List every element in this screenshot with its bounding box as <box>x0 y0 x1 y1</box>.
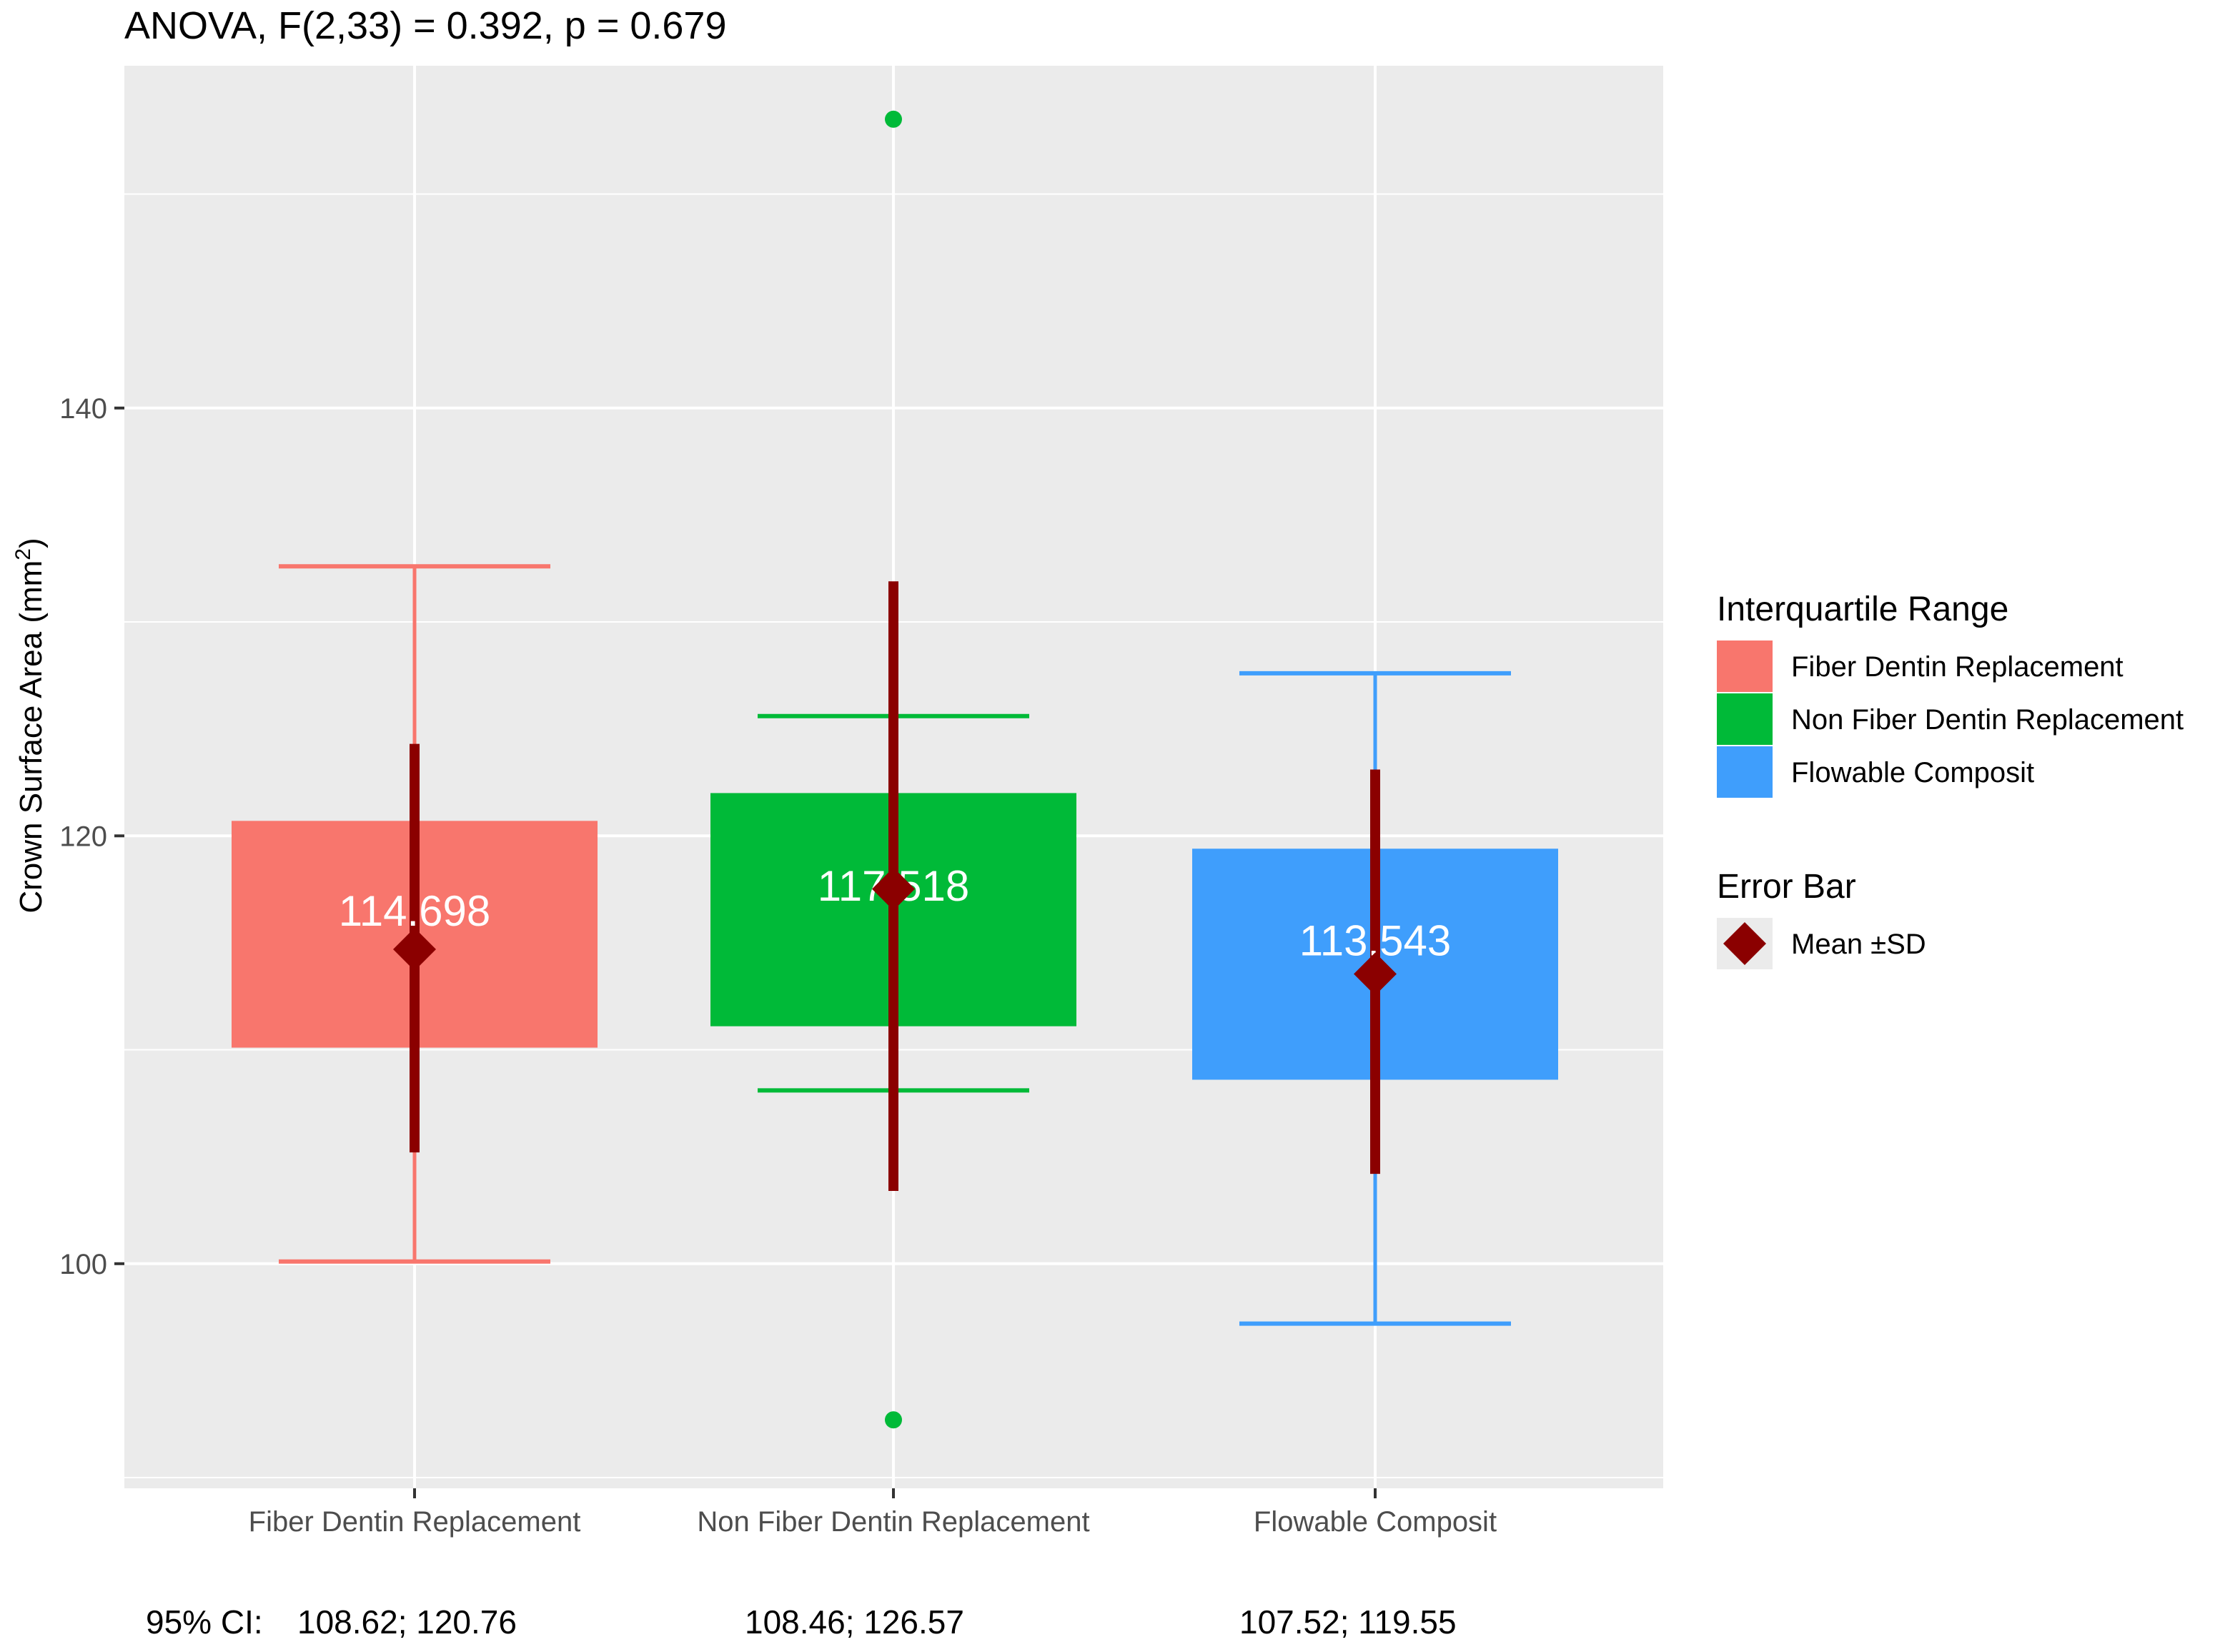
chart-title: ANOVA, F(2,33) = 0.392, p = 0.679 <box>124 4 726 47</box>
mean-marker <box>393 927 436 971</box>
mean-marker <box>872 867 915 911</box>
legend-iqr-swatch <box>1717 640 1773 692</box>
legend-error-label: Mean ±SD <box>1791 929 1926 960</box>
mean-markers <box>393 867 1397 996</box>
y-tick-label: 140 <box>59 393 107 425</box>
ci-prefix-label: 95% CI: <box>146 1603 263 1641</box>
mean-marker <box>1354 952 1397 996</box>
ci-value-label: 108.62; 120.76 <box>297 1603 517 1641</box>
y-axis-label-close: ) <box>14 538 49 548</box>
y-tick-label: 100 <box>59 1249 107 1280</box>
y-axis-label-main: Crown Surface Area (mm <box>14 560 49 914</box>
y-tick-label: 120 <box>59 821 107 852</box>
ci-value-label: 107.52; 119.55 <box>1239 1603 1457 1641</box>
legend-iqr-title: Interquartile Range <box>1717 590 2008 628</box>
outlier-point <box>885 110 902 128</box>
x-tick-label: Non Fiber Dentin Replacement <box>697 1506 1089 1538</box>
legend-mean-marker <box>1723 922 1766 965</box>
legend: Interquartile Range Fiber Dentin Replacem… <box>1717 590 2184 969</box>
y-axis-label-superscript: 2 <box>11 548 35 560</box>
outlier-point <box>885 1411 902 1429</box>
mean-value-label: 114.698 <box>339 887 490 935</box>
legend-error-title: Error Bar <box>1717 868 1856 906</box>
y-axis-label: Crown Surface Area (mm2) <box>11 538 49 913</box>
legend-iqr-swatch <box>1717 693 1773 745</box>
legend-iqr-label: Flowable Composit <box>1791 757 2034 788</box>
legend-iqr-label: Fiber Dentin Replacement <box>1791 651 2124 683</box>
outlier-points <box>885 110 902 1429</box>
legend-iqr-swatch <box>1717 746 1773 798</box>
axes: Fiber Dentin Replacement 108.62; 120.76 No… <box>59 393 1497 1641</box>
ci-value-label: 108.46; 126.57 <box>745 1603 964 1641</box>
x-tick-label: Fiber Dentin Replacement <box>249 1506 581 1538</box>
legend-iqr-label: Non Fiber Dentin Replacement <box>1791 704 2184 736</box>
x-tick-label: Flowable Composit <box>1254 1506 1497 1538</box>
